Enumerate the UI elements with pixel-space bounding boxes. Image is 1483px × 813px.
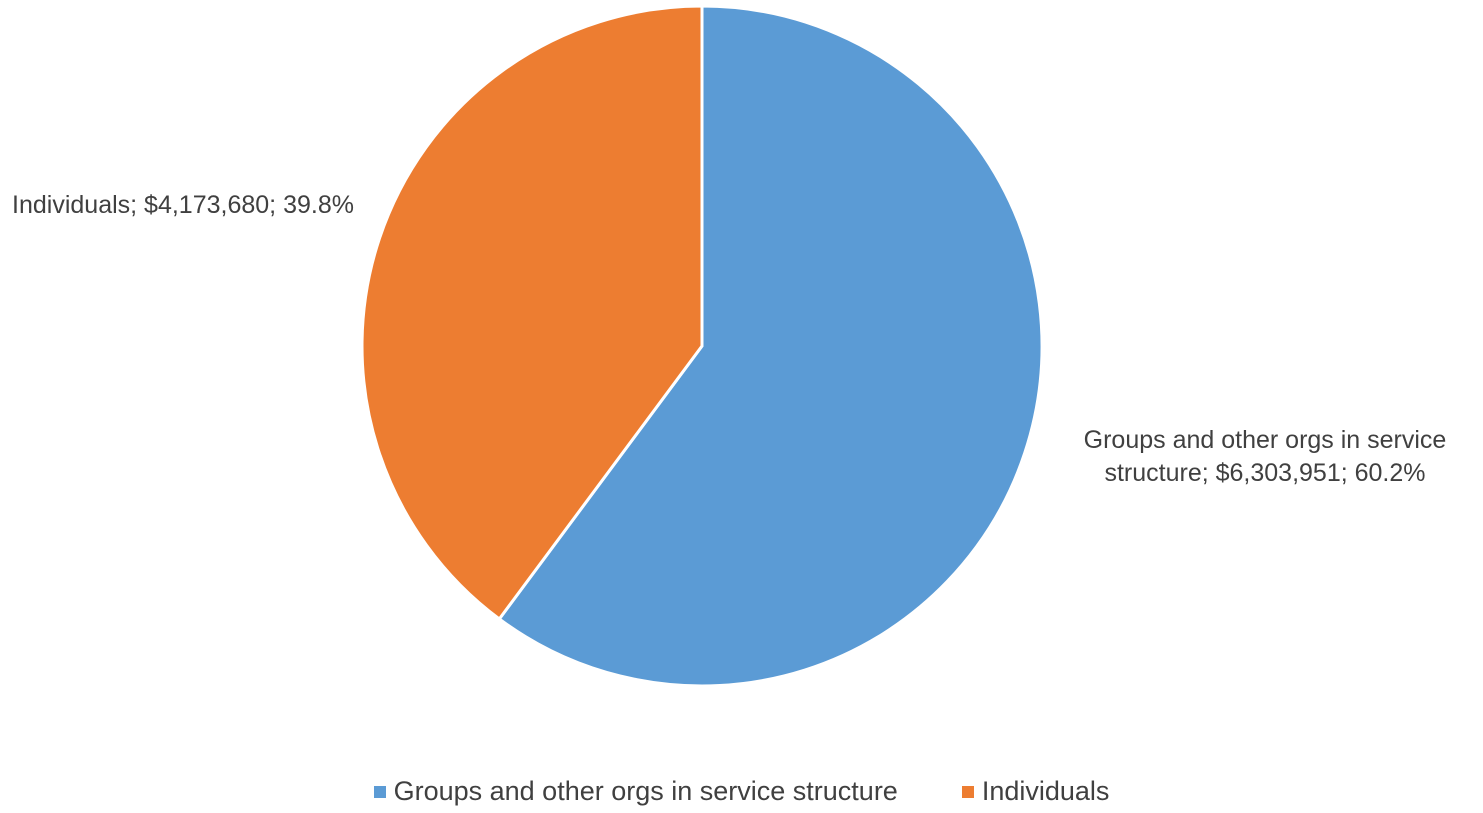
pie-slice — [360, 4, 704, 621]
pie-slice — [497, 4, 1044, 688]
legend: Groups and other orgs in service structu… — [0, 776, 1483, 807]
legend-label: Individuals — [981, 776, 1110, 806]
legend-label: Groups and other orgs in service structu… — [393, 776, 898, 806]
legend-swatch — [373, 785, 386, 798]
legend-swatch — [961, 785, 974, 798]
data-label: Groups and other orgs in service structu… — [1083, 426, 1447, 487]
legend-item: Groups and other orgs in service structu… — [373, 776, 898, 807]
data-label: Individuals; $4,173,680; 39.8% — [12, 191, 354, 219]
legend-item: Individuals — [961, 776, 1110, 807]
